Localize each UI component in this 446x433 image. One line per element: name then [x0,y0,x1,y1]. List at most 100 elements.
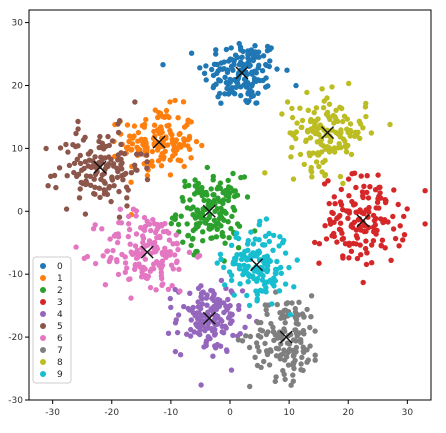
data-point [255,49,262,55]
data-point [322,171,329,178]
data-point [215,195,221,201]
data-point [297,105,303,111]
data-point [188,119,194,125]
data-point [345,215,351,221]
data-point [147,284,154,291]
data-point [187,290,193,296]
x-tick-label: -30 [45,408,60,418]
data-point [198,290,205,296]
data-point [176,141,183,148]
data-point [81,255,88,261]
data-point [245,51,251,58]
data-point [422,188,428,194]
data-point [221,59,227,65]
data-point [363,228,369,235]
data-point [70,142,76,148]
data-point [217,343,224,349]
data-point [197,331,203,338]
data-point [252,354,258,360]
data-point [168,304,174,311]
data-point [337,104,343,111]
data-point [262,302,268,308]
data-point [366,209,372,215]
data-point [228,63,235,70]
data-point [223,347,230,353]
data-point [358,209,365,216]
legend-label: 4 [57,310,63,320]
data-point [390,226,397,232]
data-point [308,164,314,171]
points-layer [43,40,428,390]
data-point [243,333,249,339]
data-point [177,288,183,294]
data-point [118,141,124,148]
data-point [256,249,263,256]
data-point [82,211,89,217]
data-point [126,226,133,233]
data-point [187,197,193,203]
data-point [223,46,230,53]
data-point [239,54,245,60]
data-point [278,264,284,271]
data-point [114,174,121,181]
data-point [228,225,234,232]
data-point [74,156,81,162]
data-point [144,159,150,165]
data-point [365,214,371,220]
data-point [111,233,118,239]
data-point [259,277,266,283]
data-point [258,334,264,340]
legend-marker [40,275,46,281]
data-point [173,137,179,143]
data-point [88,182,94,188]
data-point [173,259,180,266]
data-point [133,255,140,261]
data-point [195,299,201,305]
data-point [273,270,279,277]
data-point [156,109,162,116]
data-point [360,194,366,201]
data-point [298,361,304,367]
data-point [99,226,105,232]
data-point [100,253,106,259]
data-point [195,188,201,194]
data-point [396,243,402,249]
data-point [116,214,123,220]
data-point [188,155,194,161]
data-point [229,85,235,91]
data-point [143,141,149,147]
data-point [222,74,228,81]
data-point [400,237,406,243]
data-point [246,313,252,320]
data-point [125,233,131,240]
data-point [176,266,182,272]
data-point [172,320,179,326]
data-point [228,242,235,248]
data-point [346,193,352,199]
data-point [348,151,355,158]
data-point [227,79,233,85]
data-point [263,307,269,313]
data-point [100,146,107,152]
legend-marker [40,371,46,377]
data-point [172,97,178,104]
data-point [236,223,243,229]
data-point [248,229,254,235]
data-point [172,348,179,355]
data-point [236,302,242,309]
data-point [343,149,350,155]
data-point [286,264,292,271]
data-point [165,330,172,336]
data-point [374,199,381,205]
data-point [85,151,92,157]
data-point [282,328,288,335]
data-point [422,221,428,227]
data-point [43,145,49,152]
data-point [228,45,234,51]
data-point [250,93,256,99]
legend-marker [40,323,46,329]
data-point [213,234,220,240]
data-point [184,122,190,128]
data-point [150,217,156,223]
data-point [239,338,246,344]
